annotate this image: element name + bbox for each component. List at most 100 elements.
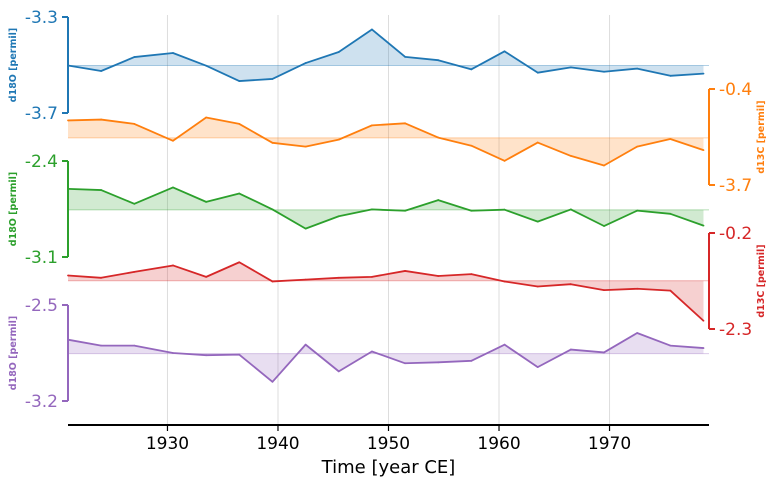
- series-1-point: [603, 70, 605, 73]
- series-1-point: [503, 50, 506, 53]
- series-2-point: [437, 136, 440, 139]
- series-2-point: [337, 138, 340, 141]
- series-1-point: [271, 78, 274, 80]
- x-tick-label: 1960: [477, 434, 520, 454]
- series-2-point: [271, 141, 274, 144]
- series-5-point: [437, 361, 440, 364]
- y-axis-3: -2.4 -3.1 d18O [permil]: [8, 152, 69, 268]
- series-4-point: [304, 278, 307, 281]
- series-5-point: [669, 344, 672, 347]
- y-tick-label: -0.4: [719, 80, 752, 100]
- y-tick-label: -2.3: [719, 320, 752, 340]
- series-4-point: [437, 275, 440, 277]
- series-1-fill: [68, 29, 704, 82]
- series-4-fill: [68, 262, 704, 321]
- series-1-point: [536, 71, 539, 74]
- series-5: [67, 332, 709, 383]
- series-3-point: [669, 212, 672, 215]
- y-axis-label: d18O [permil]: [8, 172, 19, 246]
- series-3-point: [304, 227, 307, 230]
- series-2-point: [536, 141, 539, 144]
- series-3: [67, 186, 709, 230]
- series-3-point: [437, 199, 440, 201]
- y-tick-label: -2.4: [25, 152, 58, 172]
- series-1-point: [437, 59, 440, 62]
- series-2-line: [67, 116, 704, 167]
- series-1-point: [371, 28, 373, 31]
- series-2-point: [503, 159, 506, 162]
- series-1-point: [569, 66, 572, 69]
- series-5-point: [536, 366, 539, 369]
- series-1-point: [470, 68, 473, 71]
- series-4-line: [67, 261, 705, 322]
- series-4-point: [205, 275, 208, 278]
- series-5-point: [304, 343, 307, 346]
- series-4-point: [669, 289, 672, 292]
- series-2-point: [669, 138, 672, 140]
- series-1-point: [404, 55, 406, 58]
- series-5-point: [702, 347, 705, 349]
- series-2: [67, 116, 709, 167]
- series-1-point: [304, 62, 307, 64]
- x-tick-label: 1940: [256, 434, 299, 454]
- series-1-point: [702, 72, 705, 75]
- series-5-point: [404, 362, 406, 365]
- series-5-point: [172, 352, 174, 354]
- y-axis-label: d13C [permil]: [756, 100, 767, 173]
- x-tick-label: 1930: [146, 434, 189, 454]
- y-axis-2: -0.4 -3.7 d13C [permil]: [708, 80, 767, 196]
- series-4-point: [569, 283, 572, 286]
- series-3-point: [536, 220, 539, 223]
- y-tick-label: -2.5: [25, 296, 58, 316]
- series-1-point: [337, 51, 340, 53]
- series-2-point: [100, 118, 103, 121]
- series-3-point: [603, 225, 605, 227]
- series-2-point: [470, 144, 473, 147]
- series-2-point: [304, 145, 307, 148]
- series-4-point: [470, 273, 473, 276]
- series-3-point: [470, 209, 473, 212]
- series-4-point: [636, 287, 639, 290]
- series-5-point: [603, 351, 605, 354]
- series-2-point: [404, 122, 406, 125]
- y-axis-label: d18O [permil]: [8, 28, 19, 102]
- y-axis-1: -3.3 -3.7 d18O [permil]: [8, 8, 69, 124]
- series-2-point: [238, 123, 241, 125]
- series-2-fill: [68, 117, 704, 166]
- series-3-fill: [68, 187, 704, 229]
- series-4-point: [271, 280, 274, 283]
- series-4: [67, 261, 709, 322]
- series-3-point: [337, 215, 340, 218]
- series-5-point: [271, 380, 274, 383]
- series-4-point: [404, 270, 406, 272]
- series-3-point: [404, 209, 406, 212]
- series-layer: [67, 28, 709, 383]
- y-axis-5: -2.5 -3.2 d18O [permil]: [8, 296, 69, 412]
- series-1-line: [67, 28, 704, 82]
- y-tick-label: -3.2: [25, 392, 58, 412]
- y-axes-layer: -3.3 -3.7 d18O [permil] -0.4 -3.7 d13C [permi…: [8, 8, 767, 412]
- series-1-point: [133, 56, 136, 58]
- series-4-point: [172, 264, 174, 267]
- series-2-point: [172, 139, 174, 142]
- series-1-point: [100, 70, 103, 72]
- series-3-line: [67, 186, 704, 230]
- y-tick-label: -3.1: [25, 248, 58, 268]
- series-5-point: [238, 353, 241, 356]
- series-2-point: [702, 149, 705, 151]
- series-5-fill: [68, 332, 704, 382]
- series-2-point: [636, 145, 639, 148]
- series-5-point: [100, 344, 103, 347]
- series-4-point: [603, 289, 605, 292]
- series-4-point: [133, 270, 136, 273]
- series-3-point: [238, 192, 241, 195]
- series-2-point: [603, 164, 605, 167]
- series-4-point: [371, 275, 373, 278]
- series-2-point: [371, 124, 373, 127]
- series-5-point: [569, 348, 572, 351]
- series-1-point: [238, 80, 241, 82]
- series-3-point: [636, 209, 639, 212]
- series-3-point: [702, 224, 705, 227]
- series-3-point: [172, 186, 174, 189]
